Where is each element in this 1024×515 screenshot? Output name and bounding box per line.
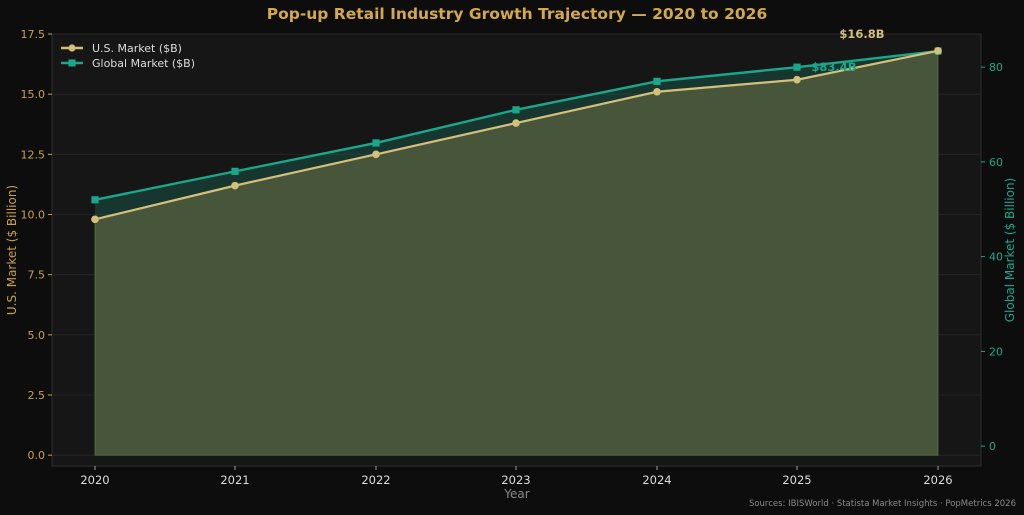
chart-title: Pop-up Retail Industry Growth Trajectory… — [267, 5, 768, 23]
y-right-tick-label: 80 — [989, 61, 1003, 74]
y-axis-left-label: U.S. Market ($ Billion) — [5, 185, 19, 315]
x-tick-label: 2021 — [220, 473, 249, 487]
source-note: Sources: IBISWorld · Statista Market Ins… — [749, 499, 1016, 509]
axes: 0.0 2.5 5.0 7.5 10.0 12.5 15.0 17.5 0 20 40 60 80 202… — [21, 28, 1004, 487]
y-left-tick-label: 0.0 — [28, 449, 46, 462]
x-tick-label: 2022 — [361, 473, 390, 487]
y-left-tick-label: 5.0 — [28, 329, 46, 342]
us-point — [372, 150, 380, 159]
x-tick-label: 2025 — [782, 473, 811, 487]
global-point — [653, 77, 661, 85]
y-right-tick-label: 0 — [989, 440, 996, 453]
global-point — [793, 63, 801, 71]
us-point — [91, 215, 99, 224]
us-point — [793, 75, 801, 84]
x-tick-label: 2023 — [501, 473, 530, 487]
y-right-tick-label: 60 — [989, 156, 1003, 169]
annotations: $16.8B $83.4B — [811, 27, 884, 74]
y-right-tick-label: 20 — [989, 345, 1003, 358]
series-layer — [91, 47, 942, 224]
us-end-annotation: $16.8B — [839, 27, 884, 41]
y-right-tick-label: 40 — [989, 251, 1003, 264]
legend: U.S. Market ($B) Global Market ($B) — [61, 42, 195, 70]
y-left-tick-label: 12.5 — [21, 148, 46, 161]
y-left-tick-label: 7.5 — [28, 269, 46, 282]
legend-global-marker — [68, 59, 76, 67]
legend-global-label: Global Market ($B) — [92, 57, 195, 70]
global-point — [231, 167, 239, 175]
x-tick-label: 2020 — [80, 473, 109, 487]
x-axis-label: Year — [503, 487, 529, 501]
us-point — [934, 47, 942, 55]
y-left-tick-label: 10.0 — [21, 209, 46, 222]
us-point — [653, 87, 661, 96]
us-point — [512, 119, 520, 127]
global-point — [512, 106, 520, 114]
global-point — [372, 139, 380, 147]
us-point — [231, 181, 239, 190]
legend-us-label: U.S. Market ($B) — [92, 42, 182, 55]
y-left-tick-label: 2.5 — [28, 389, 46, 402]
global-point — [91, 196, 99, 204]
y-axis-right-label: Global Market ($ Billion) — [1003, 178, 1017, 323]
global-end-annotation: $83.4B — [811, 60, 856, 74]
y-left-tick-label: 17.5 — [21, 28, 46, 41]
y-left-tick-label: 15.0 — [21, 88, 46, 101]
legend-us-marker — [68, 44, 76, 52]
x-tick-label: 2026 — [923, 473, 952, 487]
x-tick-label: 2024 — [642, 473, 671, 487]
